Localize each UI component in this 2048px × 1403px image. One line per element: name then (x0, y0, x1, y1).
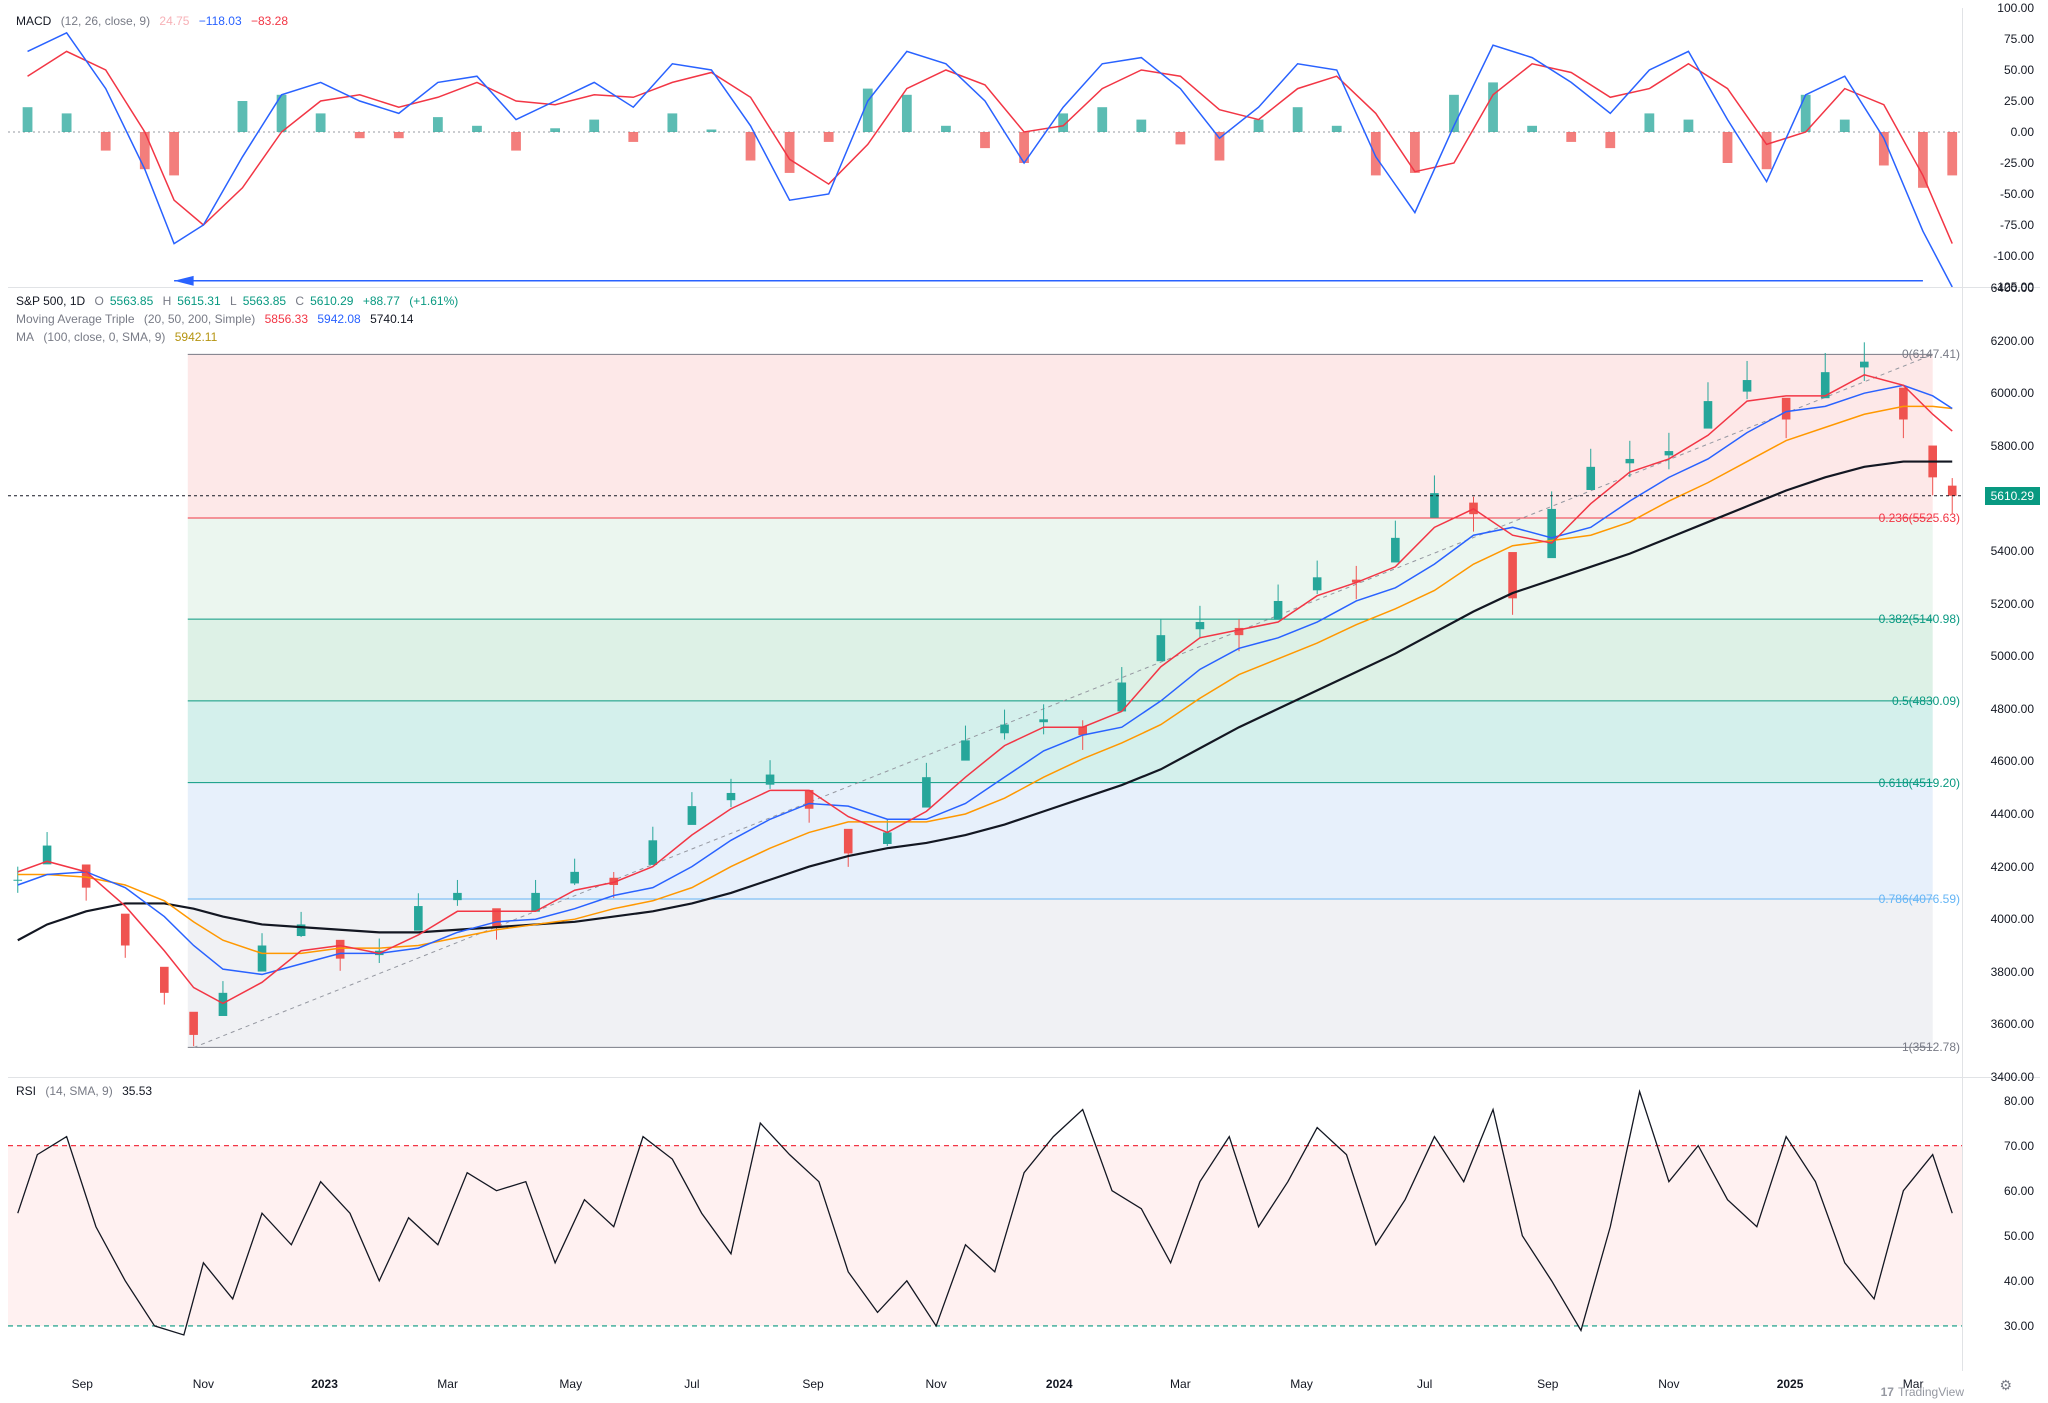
current-price-badge: 5610.29 (1985, 487, 2040, 505)
fib-level-label: 1(3512.78) (1902, 1040, 1960, 1054)
rsi-panel[interactable]: RSI (14, SMA, 9) 35.53 80.0070.0060.0050… (8, 1078, 2040, 1371)
macd-val: −118.03 (199, 14, 242, 28)
x-tick: 2025 (1777, 1377, 1804, 1391)
macd-plot (8, 8, 1962, 287)
x-tick: Mar (1170, 1377, 1191, 1391)
x-tick: Mar (437, 1377, 458, 1391)
rsi-val: 35.53 (122, 1084, 152, 1098)
x-tick: Jul (1417, 1377, 1432, 1391)
rsi-plot (8, 1078, 1962, 1371)
x-tick: Sep (72, 1377, 93, 1391)
fib-level-label: 0.5(4830.09) (1892, 694, 1960, 708)
macd-y-axis: 100.0075.0050.0025.000.00-25.00-50.00-75… (1962, 8, 2040, 287)
x-tick: 2024 (1046, 1377, 1073, 1391)
ma20-val: 5856.33 (265, 312, 308, 326)
macd-name: MACD (16, 14, 51, 28)
time-axis: ⚙ Sep Nov 2023 Mar May Jul Sep Nov 2024 Mar May Jul… (8, 1371, 2040, 1403)
rsi-y-axis: 80.0070.0060.0050.0040.0030.00 (1962, 1078, 2040, 1371)
macd-params: (12, 26, close, 9) (61, 14, 150, 28)
price-panel[interactable]: S&P 500, 1D O5563.85 H5615.31 L5563.85 C… (8, 288, 2040, 1078)
price-legend: S&P 500, 1D O5563.85 H5615.31 L5563.85 C… (16, 292, 464, 346)
x-tick: Nov (1658, 1377, 1679, 1391)
tradingview-watermark: 17 TradingView (1881, 1385, 1964, 1399)
x-tick: 2023 (311, 1377, 338, 1391)
macd-signal-val: −83.28 (251, 14, 288, 28)
ohlc-l: 5563.85 (243, 294, 286, 308)
x-tick: May (559, 1377, 582, 1391)
ohlc-c: 5610.29 (310, 294, 353, 308)
ma-triple-name: Moving Average Triple (16, 312, 135, 326)
ma-triple-params: (20, 50, 200, Simple) (144, 312, 255, 326)
axis-settings-icon[interactable]: ⚙ (1999, 1377, 2012, 1394)
rsi-params: (14, SMA, 9) (45, 1084, 112, 1098)
ma50-val: 5942.08 (317, 312, 360, 326)
fib-level-label: 0.382(5140.98) (1879, 612, 1960, 626)
ma200-val: 5740.14 (370, 312, 413, 326)
fib-level-label: 0.786(4076.59) (1879, 892, 1960, 906)
x-tick: Sep (802, 1377, 823, 1391)
macd-legend: MACD (12, 26, close, 9) 24.75 −118.03 −8… (16, 12, 294, 30)
price-y-axis: 6400.006200.006000.005800.005600.005400.… (1962, 288, 2040, 1077)
ma100-name: MA (16, 330, 34, 344)
macd-hist-val: 24.75 (159, 14, 189, 28)
ohlc-o: 5563.85 (110, 294, 153, 308)
macd-panel[interactable]: MACD (12, 26, close, 9) 24.75 −118.03 −8… (8, 8, 2040, 288)
ohlc-pct: (+1.61%) (409, 294, 458, 308)
ohlc-h: 5615.31 (177, 294, 220, 308)
x-tick: Nov (925, 1377, 946, 1391)
tradingview-chart: MACD (12, 26, close, 9) 24.75 −118.03 −8… (0, 0, 2048, 1403)
fib-level-label: 0.236(5525.63) (1879, 511, 1960, 525)
x-tick: Jul (684, 1377, 699, 1391)
fib-level-label: 0(6147.41) (1902, 347, 1960, 361)
x-tick: May (1290, 1377, 1313, 1391)
x-tick: Sep (1537, 1377, 1558, 1391)
rsi-name: RSI (16, 1084, 36, 1098)
symbol-name: S&P 500, 1D (16, 294, 85, 308)
price-plot (8, 288, 1962, 1077)
ma100-params: (100, close, 0, SMA, 9) (43, 330, 165, 344)
fib-level-label: 0.618(4519.20) (1879, 776, 1960, 790)
ma100-val: 5942.11 (175, 330, 218, 344)
x-tick: Nov (193, 1377, 214, 1391)
rsi-legend: RSI (14, SMA, 9) 35.53 (16, 1082, 158, 1100)
ohlc-chg: +88.77 (363, 294, 400, 308)
